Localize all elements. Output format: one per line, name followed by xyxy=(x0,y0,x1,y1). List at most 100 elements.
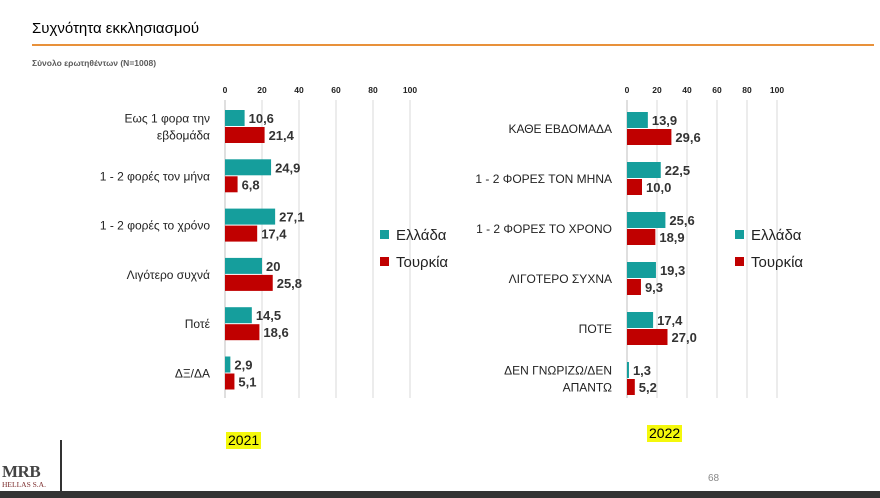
bar-turkey xyxy=(627,329,668,345)
bar-greece xyxy=(225,159,272,176)
logo-subtext: HELLAS S.A. xyxy=(2,480,46,489)
data-label: 5,1 xyxy=(238,375,256,390)
data-label: 17,4 xyxy=(657,313,683,328)
category-label-line: Ποτέ xyxy=(185,317,211,331)
category-label-line: Εως 1 φορα την xyxy=(125,112,210,126)
data-label: 22,5 xyxy=(665,163,690,178)
tick-label: 20 xyxy=(257,85,267,95)
category-label-line: ΚΑΘΕ ΕΒΔΟΜΑΔΑ xyxy=(508,122,612,136)
data-label: 27,0 xyxy=(672,330,697,345)
category-label: ΔΕΝ ΓΝΩΡΙΖΩ/ΔΕΝ ΑΠΑΝΤΩ xyxy=(504,364,612,395)
legend-label: Ελλάδα xyxy=(396,227,447,244)
data-label: 17,4 xyxy=(261,227,287,242)
data-label: 14,5 xyxy=(256,308,281,323)
tick-label: 20 xyxy=(652,85,662,95)
bar-turkey xyxy=(627,179,642,195)
tick-label: 60 xyxy=(712,85,722,95)
bottom-bar xyxy=(0,491,880,498)
year-label-2022: 2022 xyxy=(647,425,683,442)
tick-label: 80 xyxy=(742,85,752,95)
legend-label: Ελλάδα xyxy=(751,227,802,244)
bar-turkey xyxy=(627,279,641,295)
category-label-line: Λιγότερο συχνά xyxy=(127,268,210,282)
data-label: 10,6 xyxy=(249,111,274,126)
tick-label: 100 xyxy=(770,85,784,95)
category-label-line: ΑΠΑΝΤΩ xyxy=(563,381,612,395)
page-title: Συχνότητα εκκλησιασμού xyxy=(32,20,200,37)
bar-turkey xyxy=(225,127,265,143)
category-label: 1 - 2 ΦΟΡΕΣ ΤΟ ΧΡΟΝΟ xyxy=(476,222,612,236)
category-label-line: 1 - 2 φορές το χρόνο xyxy=(100,219,210,233)
bar-greece xyxy=(627,112,648,128)
category-label-line: ΔΕΝ ΓΝΩΡΙΖΩ/ΔΕΝ xyxy=(504,364,612,378)
category-label: 1 - 2 φορές το χρόνο xyxy=(100,219,210,233)
bar-greece xyxy=(225,307,252,324)
bar-turkey xyxy=(225,274,273,291)
page-number: 68 xyxy=(708,473,720,484)
category-label-line: ΛΙΓΟΤΕΡΟ ΣΥΧΝΑ xyxy=(509,272,612,286)
chart-2022: 0 20 40 60 80 100 ΚΑΘΕ ΕΒΔΟΜΑΔΑ 13,9 29,6 1 - 2 Φ… xyxy=(475,85,803,398)
bar-greece xyxy=(225,208,276,225)
bar-greece xyxy=(627,362,629,378)
category-label-line: 1 - 2 ΦΟΡΕΣ ΤΟ ΧΡΟΝΟ xyxy=(476,222,612,236)
tick-label: 0 xyxy=(625,85,630,95)
category-label: Ποτέ xyxy=(185,317,211,331)
bar-greece xyxy=(225,356,231,373)
data-label: 29,6 xyxy=(675,130,700,145)
category-label-line: ΠΟΤΕ xyxy=(579,322,612,336)
data-label: 20 xyxy=(266,259,280,274)
year-label-2021: 2021 xyxy=(226,432,262,449)
logo-text: MRB xyxy=(2,462,41,481)
data-label: 6,8 xyxy=(242,177,260,192)
category-label: Λιγότερο συχνά xyxy=(127,268,210,282)
logo-divider xyxy=(60,440,62,492)
chart-2021: 0 20 40 60 80 100 Εως 1 φορα την εβδομάδα 10,6 21… xyxy=(100,85,448,398)
data-label: 13,9 xyxy=(652,113,677,128)
category-label: ΚΑΘΕ ΕΒΔΟΜΑΔΑ xyxy=(508,122,612,136)
bar-turkey xyxy=(627,129,672,145)
page-subtitle: Σύνολο ερωτηθέντων (N=1008) xyxy=(32,58,157,68)
tick-label: 40 xyxy=(294,85,304,95)
data-label: 24,9 xyxy=(275,160,300,175)
category-label-line: ΔΞ/ΔΑ xyxy=(175,367,210,381)
tick-label: 100 xyxy=(403,85,417,95)
legend-swatch xyxy=(380,257,389,266)
category-label-line: 1 - 2 φορές τον μήνα xyxy=(100,169,210,183)
mrb-logo: MRB HELLAS S.A. xyxy=(0,440,62,492)
data-label: 18,9 xyxy=(659,230,684,245)
category-label: 1 - 2 ΦΟΡΕΣ ΤΟΝ ΜΗΝΑ xyxy=(475,172,612,186)
tick-label: 0 xyxy=(223,85,228,95)
bar-greece xyxy=(627,262,656,278)
bar-greece xyxy=(627,212,666,228)
data-label: 1,3 xyxy=(633,363,651,378)
tick-label: 40 xyxy=(682,85,692,95)
bar-turkey xyxy=(627,229,656,245)
data-label: 27,1 xyxy=(279,210,304,225)
data-label: 25,6 xyxy=(669,213,694,228)
legend-label: Τουρκία xyxy=(396,254,448,271)
tick-label: 60 xyxy=(331,85,341,95)
legend-swatch xyxy=(735,257,744,266)
bar-greece xyxy=(627,312,654,328)
category-label: ΠΟΤΕ xyxy=(579,322,612,336)
category-label: Εως 1 φορα την εβδομάδα xyxy=(125,112,211,143)
category-label: ΔΞ/ΔΑ xyxy=(175,367,210,381)
category-label: 1 - 2 φορές τον μήνα xyxy=(100,169,210,183)
bar-greece xyxy=(627,162,661,178)
bar-greece xyxy=(225,257,262,274)
bar-turkey xyxy=(225,225,258,242)
title-divider xyxy=(32,44,874,46)
legend-swatch xyxy=(735,230,744,239)
bar-turkey xyxy=(627,379,635,395)
data-label: 21,4 xyxy=(269,128,295,143)
legend-swatch xyxy=(380,230,389,239)
data-label: 19,3 xyxy=(660,263,685,278)
bar-turkey xyxy=(225,324,260,341)
bar-greece xyxy=(225,110,245,126)
bar-turkey xyxy=(225,373,235,390)
data-label: 5,2 xyxy=(639,380,657,395)
bar-turkey xyxy=(225,176,238,193)
category-label-line: εβδομάδα xyxy=(157,129,210,143)
category-label-line: 1 - 2 ΦΟΡΕΣ ΤΟΝ ΜΗΝΑ xyxy=(475,172,612,186)
legend-label: Τουρκία xyxy=(751,254,803,271)
